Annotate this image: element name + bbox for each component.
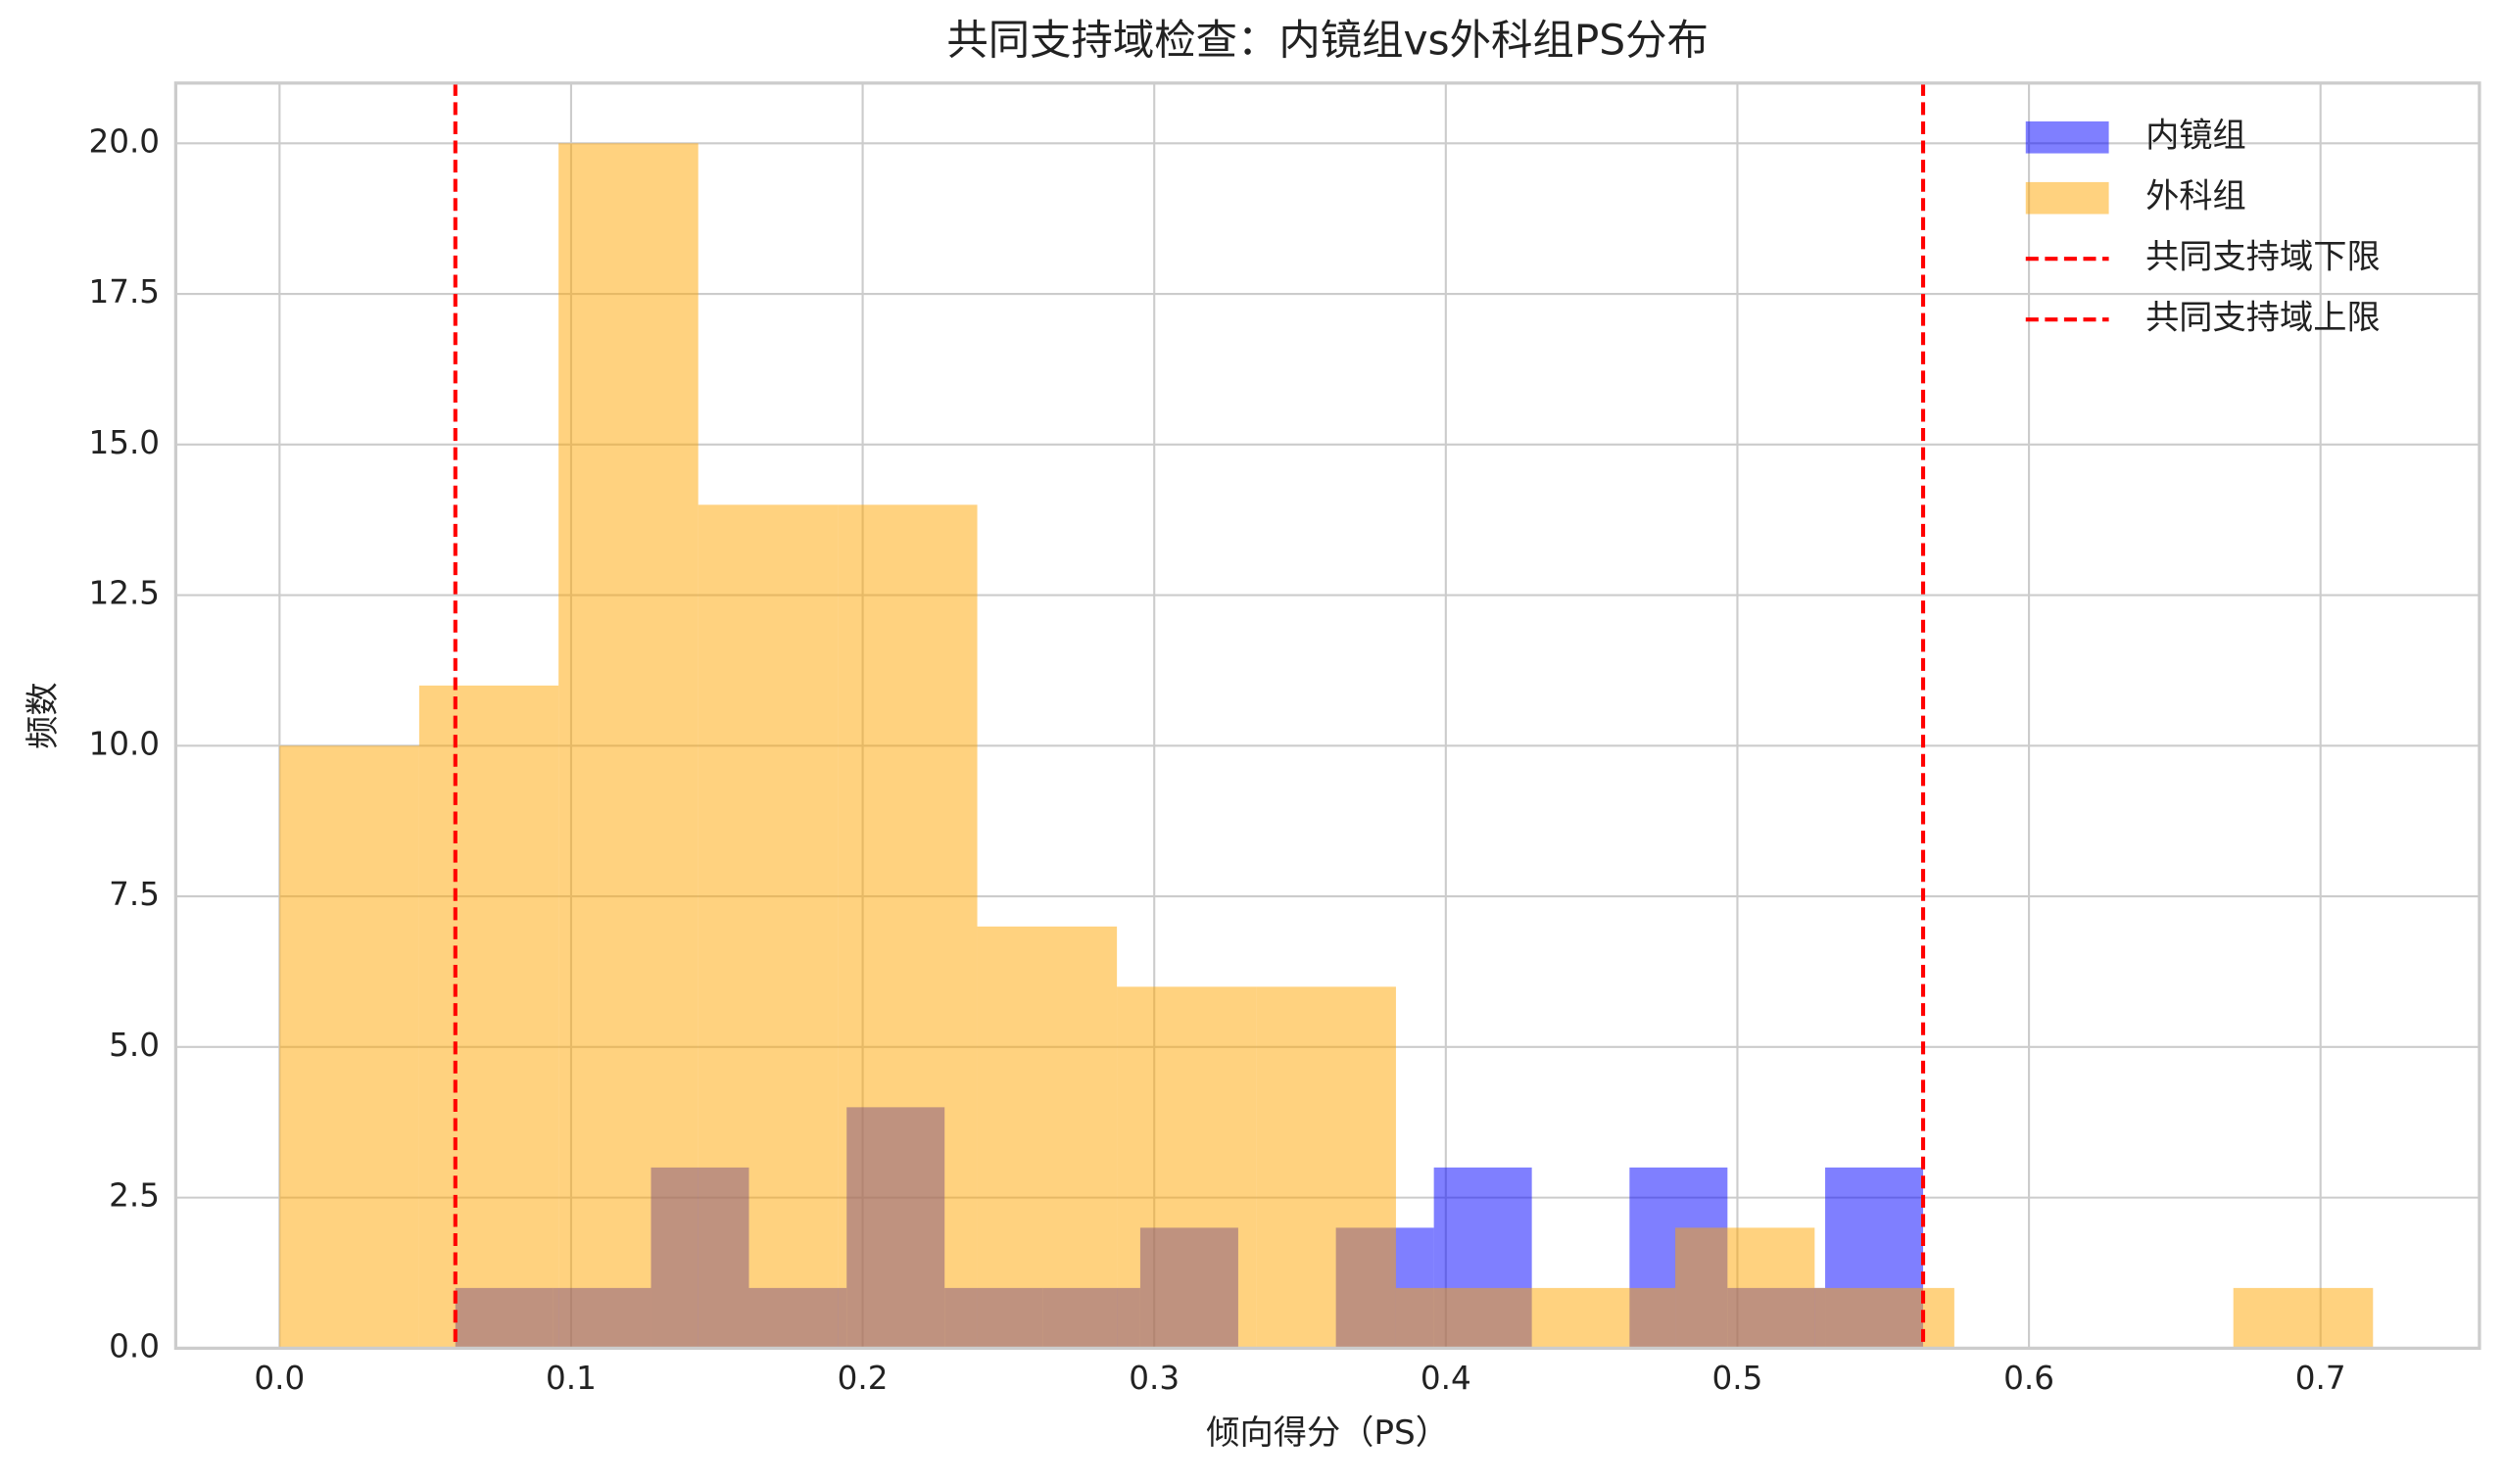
y-tick-label: 20.0 — [88, 122, 160, 160]
x-tick-label: 0.2 — [838, 1360, 889, 1397]
plot-area: 0.0 0.1 0.2 0.3 0.4 0.5 0.6 0.7 0.0 2.5 5.0 7.5 10.0… — [88, 81, 2481, 1397]
histogram-bar — [1395, 1287, 1536, 1349]
histogram-bar — [558, 143, 699, 1349]
legend-label: 共同支持域上限 — [2145, 299, 2381, 338]
y-tick-label: 10.0 — [88, 725, 160, 762]
y-tick-label: 5.0 — [109, 1027, 160, 1064]
legend-label: 外科组 — [2145, 177, 2246, 216]
histogram-bar — [1535, 1287, 1676, 1349]
histogram-bar — [279, 745, 419, 1349]
histogram-bar — [2233, 1287, 2374, 1349]
x-tick-label: 0.6 — [2003, 1360, 2054, 1397]
legend-label: 内镜组 — [2145, 117, 2246, 156]
x-axis-label: 倾向得分（PS） — [1206, 1413, 1449, 1453]
x-tick-label: 0.4 — [1421, 1360, 1471, 1397]
y-tick-label: 0.0 — [109, 1327, 160, 1364]
histogram-bar — [1814, 1287, 1954, 1349]
chart-title: 共同支持域检查：内镜组vs外科组PS分布 — [946, 17, 1709, 65]
y-tick-label: 12.5 — [88, 575, 160, 612]
plot-frame — [173, 81, 2481, 1351]
histogram-bar — [838, 504, 978, 1349]
histogram-bar — [418, 685, 559, 1349]
y-tick-label: 17.5 — [88, 273, 160, 311]
x-tick-label: 0.0 — [254, 1360, 305, 1397]
legend-label: 共同支持域下限 — [2145, 238, 2381, 277]
x-tick-label: 0.7 — [2295, 1360, 2346, 1397]
histogram-bar — [977, 926, 1118, 1349]
x-tick-label: 0.1 — [546, 1360, 597, 1397]
legend-swatch — [2025, 120, 2109, 154]
x-tick-label: 0.3 — [1129, 1360, 1180, 1397]
legend-swatch — [2025, 181, 2109, 215]
histogram-bar — [1117, 986, 1257, 1349]
histogram-bar — [1675, 1227, 1815, 1349]
x-tick-label: 0.5 — [1712, 1360, 1763, 1397]
y-tick-label: 7.5 — [109, 876, 160, 913]
y-tick-label: 15.0 — [88, 424, 160, 461]
histogram-bar — [1256, 986, 1396, 1349]
y-axis-label: 频数 — [24, 682, 63, 748]
histogram-bar — [698, 504, 839, 1349]
y-tick-label: 2.5 — [109, 1177, 160, 1215]
